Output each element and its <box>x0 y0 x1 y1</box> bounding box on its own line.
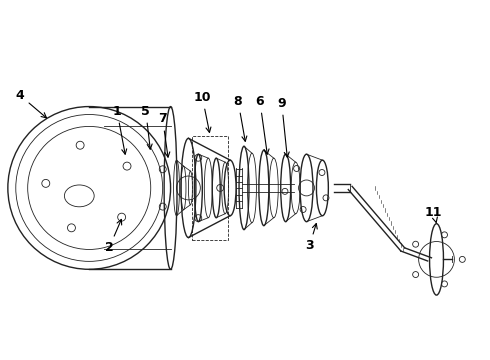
Text: 8: 8 <box>234 95 247 141</box>
Text: 10: 10 <box>194 91 211 132</box>
Bar <box>193 136 228 239</box>
Text: 4: 4 <box>15 89 47 118</box>
Text: 1: 1 <box>113 104 127 154</box>
Text: 5: 5 <box>142 104 152 149</box>
Text: 6: 6 <box>256 95 269 154</box>
Text: 3: 3 <box>305 224 317 252</box>
Text: 2: 2 <box>105 219 122 255</box>
Text: 11: 11 <box>425 206 442 222</box>
Text: 9: 9 <box>277 96 289 157</box>
Text: 7: 7 <box>158 112 170 157</box>
